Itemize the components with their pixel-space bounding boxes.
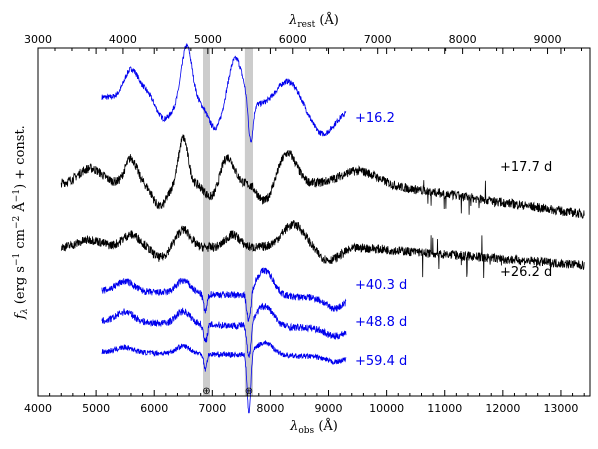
x2-tick-label: 7000 (364, 33, 392, 46)
telluric-symbol: ⊕ (202, 386, 210, 397)
spectrum-line (101, 302, 347, 358)
epoch-label: +17.7 d (500, 160, 552, 175)
x-tick-label: 9000 (315, 402, 343, 415)
epoch-label: +26.2 d (500, 265, 552, 280)
telluric-band (244, 48, 253, 396)
x2-tick-label: 9000 (534, 33, 562, 46)
epoch-label: +40.3 d (355, 278, 407, 293)
spectrum-line (101, 43, 347, 143)
spectrum-line (101, 340, 347, 414)
x-tick-label: 13000 (543, 402, 578, 415)
x-tick-label: 6000 (140, 402, 168, 415)
y-axis-title: fλ (erg s−1 cm−2 Å−1) + const. (12, 125, 30, 320)
telluric-bands (203, 48, 253, 396)
epoch-label: +48.8 d (355, 315, 407, 330)
epoch-labels: +16.2 +17.7 d +26.2 d +40.3 d +48.8 d +59.4 d (355, 111, 552, 369)
telluric-symbol: ⊕ (245, 386, 253, 397)
x-tick-label: 10000 (369, 402, 404, 415)
x-tick-label: 4000 (24, 402, 52, 415)
telluric-markers: ⊕ ⊕ (202, 386, 253, 397)
x-tick-label: 7000 (198, 402, 226, 415)
plot-frame (37, 47, 591, 397)
x-tick-label: 12000 (485, 402, 520, 415)
x2-tick-label: 8000 (449, 33, 477, 46)
spectrum-line (60, 134, 585, 219)
x2-tick-label: 5000 (194, 33, 222, 46)
x-tick-label: 8000 (256, 402, 284, 415)
x-tick-label: 11000 (427, 402, 462, 415)
spectrum-line (60, 220, 585, 279)
x-tick-label: 5000 (82, 402, 110, 415)
x2-axis-ticks: 3000 4000 5000 6000 7000 8000 9000 (24, 33, 583, 54)
x2-tick-label: 6000 (279, 33, 307, 46)
spectra-series (60, 43, 585, 414)
epoch-label: +16.2 (355, 111, 395, 126)
x2-axis-title: λrest (Å) (288, 12, 339, 30)
x-axis-title: λobs (Å) (289, 418, 338, 436)
x2-tick-label: 3000 (24, 33, 52, 46)
epoch-label: +59.4 d (355, 354, 407, 369)
x2-tick-label: 4000 (109, 33, 137, 46)
telluric-band (203, 48, 210, 396)
x-axis-ticks: 4000 5000 6000 7000 8000 9000 10000 11000 12000 1… (24, 48, 585, 415)
spectrum-line (101, 267, 347, 322)
